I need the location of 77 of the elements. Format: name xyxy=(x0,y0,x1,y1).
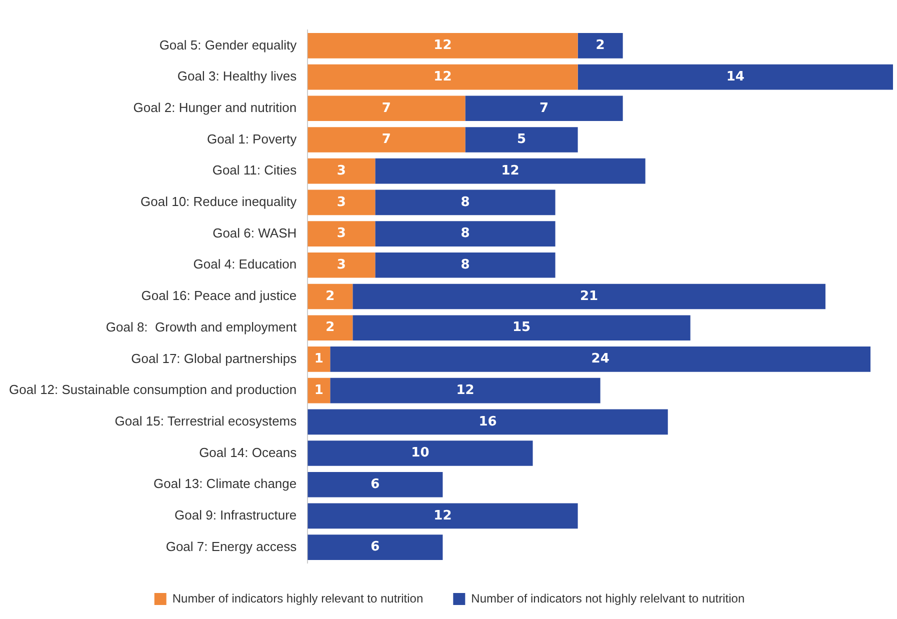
data-label: 24 xyxy=(591,352,610,367)
y-tick-label: Goal 8: Growth and employment xyxy=(106,319,298,334)
bar xyxy=(465,127,578,152)
bar xyxy=(308,284,353,310)
data-label: 3 xyxy=(336,258,346,273)
data-label: 2 xyxy=(326,288,335,304)
data-label: 12 xyxy=(501,163,520,178)
bar xyxy=(308,33,578,58)
data-label: 12 xyxy=(434,69,452,84)
bar xyxy=(308,190,376,216)
bar xyxy=(375,221,556,246)
y-tick-label: Goal 6: WASH xyxy=(212,225,297,240)
bar xyxy=(308,346,330,372)
bar xyxy=(375,158,646,184)
bar xyxy=(308,409,668,435)
y-tick-label: Goal 11: Cities xyxy=(212,162,298,178)
bar xyxy=(308,96,466,122)
data-label: 21 xyxy=(580,288,598,304)
data-label: 7 xyxy=(540,100,549,116)
bar xyxy=(352,315,690,341)
data-label: 15 xyxy=(512,320,531,336)
data-label: 14 xyxy=(726,69,744,84)
data-label: 2 xyxy=(596,38,605,54)
y-tick-label: Goal 4: Education xyxy=(193,256,297,272)
bar xyxy=(308,534,443,560)
y-tick-label: Goal 13: Climate change xyxy=(154,476,297,492)
bar xyxy=(352,284,826,310)
bar xyxy=(308,64,578,90)
y-tick-label: Goal 1: Poverty xyxy=(207,131,298,146)
y-tick-label: Goal 9: Infrastructure xyxy=(174,508,297,523)
bar xyxy=(308,221,376,246)
bar xyxy=(308,378,330,404)
bar xyxy=(330,346,870,372)
data-label: 1 xyxy=(314,382,324,398)
data-label: 10 xyxy=(411,446,430,461)
y-tick-label: Goal 3: Healthy lives xyxy=(177,68,298,84)
data-label: 1 xyxy=(314,352,324,367)
legend-label: Number of indicators not highly relelvant to nutrition xyxy=(471,591,745,606)
data-label: 3 xyxy=(336,163,346,178)
data-label: 12 xyxy=(434,508,452,524)
y-tick-label: Goal 5: Gender equality xyxy=(159,37,298,52)
bar xyxy=(375,190,556,216)
data-label: 5 xyxy=(516,132,526,148)
y-tick-label: Goal 16: Peace and justice xyxy=(141,288,297,304)
data-label: 6 xyxy=(370,540,380,555)
y-tick-label: Goal 15: Terrestrial ecosystems xyxy=(114,413,298,428)
data-label: 8 xyxy=(460,194,470,210)
y-tick-label: Goal 17: Global partnerships xyxy=(131,350,298,366)
data-label: 12 xyxy=(456,382,474,398)
y-tick-label: Goal 12: Sustainable consumption and production xyxy=(8,382,297,398)
bar xyxy=(308,440,533,466)
data-label: 16 xyxy=(478,414,497,430)
bar xyxy=(578,64,893,90)
y-tick-label: Goal 7: Energy access xyxy=(166,538,298,554)
y-tick-label: Goal 14: Oceans xyxy=(199,444,298,460)
data-label: 8 xyxy=(460,258,470,273)
bar xyxy=(578,33,623,58)
y-tick-label: Goal 10: Reduce inequality xyxy=(140,194,298,210)
bar xyxy=(308,158,376,184)
data-label: 3 xyxy=(336,226,346,242)
y-tick-label: Goal 2: Hunger and nutrition xyxy=(133,100,297,115)
bar xyxy=(308,315,353,341)
data-label: 7 xyxy=(382,100,391,116)
bar xyxy=(375,252,556,278)
data-label: 8 xyxy=(460,226,470,242)
bar xyxy=(330,378,600,404)
bar xyxy=(465,96,623,122)
data-label: 2 xyxy=(326,320,335,336)
data-label: 3 xyxy=(336,194,346,210)
legend-label: Number of indicators highly relevant to nutrition xyxy=(172,591,424,606)
bar xyxy=(308,472,443,498)
bar xyxy=(308,252,376,278)
data-label: 12 xyxy=(434,38,452,54)
data-label: 6 xyxy=(370,476,380,492)
bar xyxy=(308,127,466,152)
bar xyxy=(308,503,578,529)
data-label: 7 xyxy=(382,132,391,148)
